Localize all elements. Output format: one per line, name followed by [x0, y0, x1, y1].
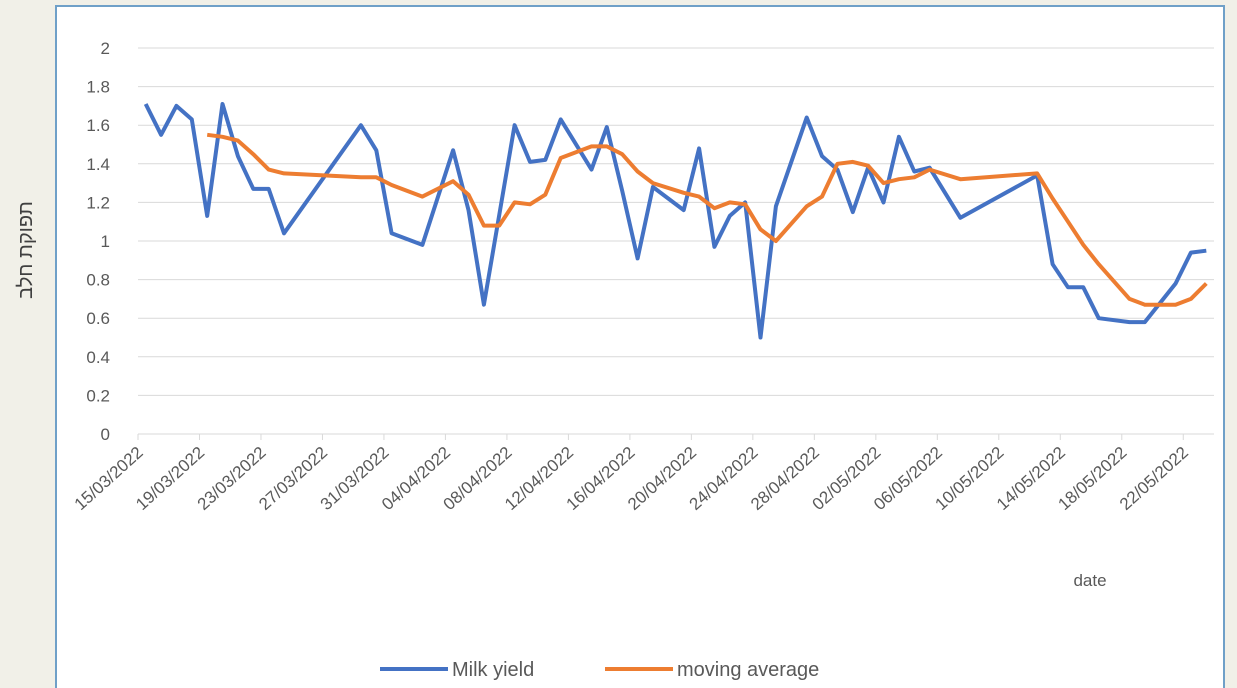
y-tick-label: 1.2 [86, 193, 110, 212]
data-line [206, 132, 1208, 307]
y-tick-label: 0 [101, 425, 110, 444]
y-tick-label: 0.2 [86, 386, 110, 405]
y-tick-label: 1.6 [86, 116, 110, 135]
y-tick-label: 1 [101, 232, 110, 251]
data-line [143, 102, 1207, 340]
y-tick-label: 2 [101, 39, 110, 58]
legend-label: Milk yield [452, 659, 534, 681]
legend-label: moving average [677, 659, 819, 681]
x-axis-label: date [1073, 571, 1106, 590]
y-tick-label: 1.8 [86, 78, 110, 97]
chart-panel [55, 5, 1225, 688]
y-axis-label: תפוקת חלב [15, 201, 37, 299]
y-tick-label: 1.4 [86, 155, 110, 174]
y-tick-label: 0.8 [86, 271, 110, 290]
y-tick-label: 0.4 [86, 348, 110, 367]
y-tick-label: 0.6 [86, 309, 110, 328]
